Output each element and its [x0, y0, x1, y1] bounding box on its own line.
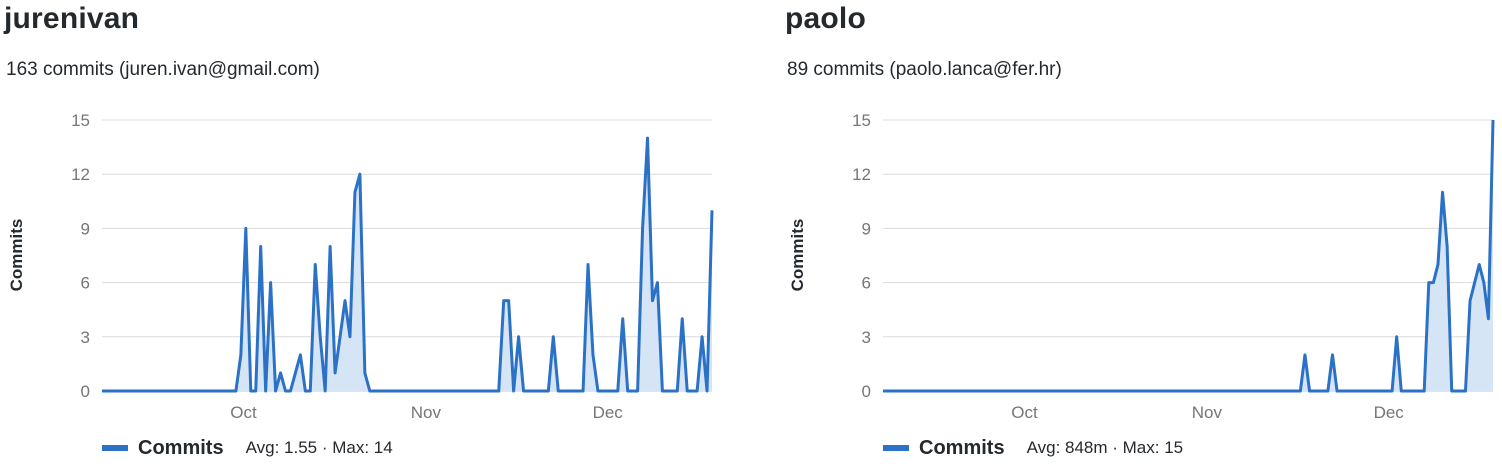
x-tick-labels: Oct Nov Dec: [230, 403, 623, 422]
legend-swatch-commits: [883, 445, 909, 451]
x-tick-oct: Oct: [230, 403, 257, 422]
commit-summary: 163 commits (juren.ivan@gmail.com): [6, 59, 320, 80]
contributor-panel-jurenivan: jurenivan 163 commits (juren.ivan@gmail.…: [0, 0, 720, 472]
y-tick-labels: 0 3 6 9 12 15: [852, 111, 871, 401]
y-tick-15: 15: [71, 111, 90, 130]
y-tick-6: 6: [81, 274, 90, 293]
legend-label-commits[interactable]: Commits: [138, 436, 224, 459]
y-axis-label: Commits: [788, 219, 807, 292]
contributor-panel-paolo: paolo 89 commits (paolo.lanca@fer.hr) 0 3…: [781, 0, 1501, 472]
y-tick-labels: 0 3 6 9 12 15: [71, 111, 90, 401]
y-tick-6: 6: [862, 274, 871, 293]
y-tick-0: 0: [81, 382, 90, 401]
contributor-name[interactable]: jurenivan: [4, 2, 140, 35]
series-area-commits: [102, 138, 712, 391]
y-tick-3: 3: [862, 328, 871, 347]
y-tick-3: 3: [81, 328, 90, 347]
series-line-commits[interactable]: [102, 136, 714, 393]
legend-label-commits[interactable]: Commits: [919, 436, 1005, 459]
x-tick-nov: Nov: [411, 403, 442, 422]
y-tick-12: 12: [852, 165, 871, 184]
legend-stats: Avg: 1.55 · Max: 14: [245, 438, 393, 457]
y-tick-12: 12: [71, 165, 90, 184]
legend-swatch-commits: [102, 445, 128, 451]
x-tick-dec: Dec: [593, 403, 624, 422]
commits-chart: 0 3 6 9 12 15 Oct Nov Dec Commits: [788, 111, 1495, 422]
y-tick-9: 9: [81, 219, 90, 238]
legend: Commits Avg: 848m · Max: 15: [883, 434, 1183, 462]
commits-chart: 0 3 6 9 12 15 Oct Nov Dec Commits: [7, 111, 714, 422]
y-axis-label: Commits: [7, 219, 26, 292]
legend-stats: Avg: 848m · Max: 15: [1026, 438, 1184, 457]
x-tick-nov: Nov: [1192, 403, 1223, 422]
contributor-name[interactable]: paolo: [785, 2, 866, 35]
y-tick-15: 15: [852, 111, 871, 130]
series-area-commits: [883, 120, 1493, 391]
legend: Commits Avg: 1.55 · Max: 14: [102, 434, 393, 462]
y-tick-0: 0: [862, 382, 871, 401]
y-gridlines: [883, 119, 1493, 392]
commit-summary: 89 commits (paolo.lanca@fer.hr): [787, 59, 1062, 80]
x-tick-labels: Oct Nov Dec: [1011, 403, 1404, 422]
x-tick-dec: Dec: [1374, 403, 1405, 422]
x-tick-oct: Oct: [1011, 403, 1038, 422]
y-tick-9: 9: [862, 219, 871, 238]
series-line-commits[interactable]: [883, 119, 1495, 393]
